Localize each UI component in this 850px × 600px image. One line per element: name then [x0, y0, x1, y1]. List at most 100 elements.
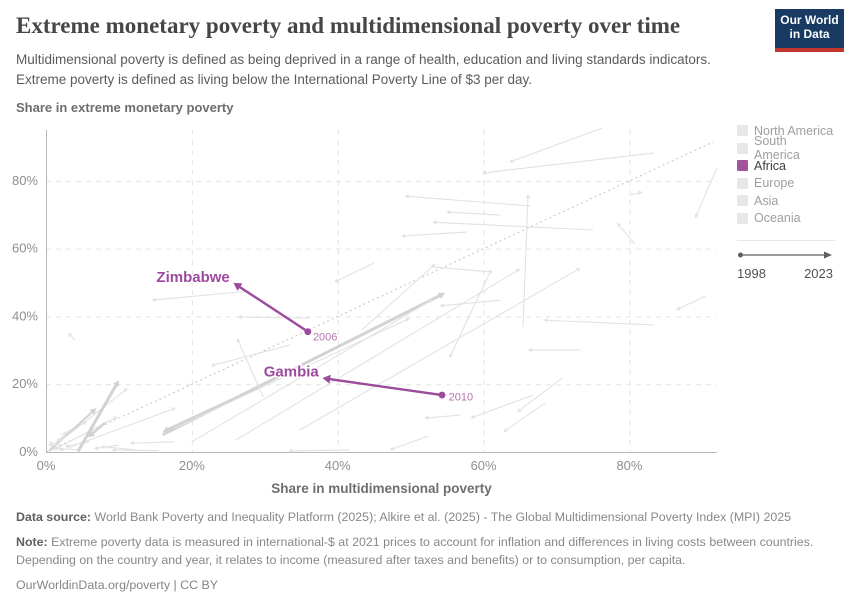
country-trajectory-arrow[interactable]	[235, 268, 521, 441]
country-trajectory-arrow[interactable]	[100, 444, 138, 451]
legend: North America South America Africa Europe As…	[737, 122, 835, 281]
legend-swatch	[737, 177, 748, 189]
x-axis-title: Share in multidimensional poverty	[271, 481, 492, 496]
footer: Data source: World Bank Poverty and Ineq…	[16, 508, 840, 600]
legend-swatch	[737, 212, 748, 224]
country-trajectory-arrow[interactable]	[630, 190, 643, 196]
legend-label: Asia	[754, 193, 779, 208]
country-trajectory-arrow[interactable]	[432, 266, 494, 274]
legend-item-south-america[interactable]: South America	[737, 134, 835, 162]
country-trajectory-arrow[interactable]	[543, 318, 654, 326]
country-trajectory-arrow[interactable]	[424, 414, 461, 421]
time-legend: 1998 2023	[737, 249, 835, 281]
x-tick-label: 60%	[471, 458, 497, 473]
data-source-label: Data source:	[16, 510, 92, 524]
country-trajectory-arrow[interactable]	[76, 380, 119, 453]
country-trajectory-arrow[interactable]	[694, 167, 718, 219]
note-label: Note:	[16, 534, 48, 549]
country-trajectory-arrow[interactable]	[111, 447, 160, 453]
y-tick-label: 60%	[12, 241, 38, 256]
legend-item-europe[interactable]: Europe	[737, 175, 835, 193]
highlight-arrow-zimbabwe[interactable]: 2006 Zimbabwe	[155, 267, 337, 344]
country-trajectory-arrow[interactable]	[617, 222, 636, 245]
year-label: 2006	[313, 331, 337, 343]
x-tick-label: 0%	[37, 458, 56, 473]
country-trajectory-arrow[interactable]	[361, 263, 436, 331]
country-trajectory-arrow[interactable]	[448, 271, 491, 359]
country-trajectory-arrow[interactable]	[482, 152, 654, 175]
country-trajectory-arrow[interactable]	[67, 407, 176, 449]
owid-logo-line1: Our World	[780, 13, 839, 27]
legend-swatch	[737, 142, 748, 154]
time-start-label: 1998	[737, 266, 766, 281]
legend-label: North America	[754, 123, 834, 138]
page-title: Extreme monetary poverty and multidimens…	[16, 13, 681, 38]
legend-label: South America	[754, 134, 800, 163]
country-trajectory-arrow[interactable]	[53, 446, 79, 451]
country-trajectory-arrow[interactable]	[151, 290, 251, 303]
country-trajectory-arrow[interactable]	[162, 386, 259, 433]
x-tick-label: 80%	[616, 458, 642, 473]
legend-swatch	[737, 160, 748, 172]
country-trajectory-arrow[interactable]	[334, 262, 375, 283]
country-trajectory-arrow[interactable]	[88, 421, 106, 438]
country-trajectory-arrow[interactable]	[470, 394, 534, 419]
country-trajectory-arrow[interactable]	[528, 347, 581, 353]
country-trajectory-arrow[interactable]	[389, 435, 429, 451]
legend-item-oceania[interactable]: Oceania	[737, 210, 835, 228]
page-subtitle: Multidimensional poverty is defined as b…	[16, 52, 711, 87]
y-tick-label: 0%	[19, 444, 38, 459]
country-trajectory-arrow[interactable]	[191, 299, 433, 443]
time-end-label: 2023	[804, 266, 833, 281]
highlight-arrow-gambia[interactable]: 2010 Gambia	[262, 362, 473, 404]
x-tick-label: 20%	[179, 458, 205, 473]
country-trajectory-arrow[interactable]	[404, 194, 531, 207]
country-trajectory-arrow[interactable]	[503, 402, 546, 433]
legend-swatch	[737, 125, 748, 137]
country-trajectory-arrow[interactable]	[509, 127, 603, 163]
time-arrow	[738, 251, 832, 259]
year-label: 2010	[449, 391, 473, 403]
country-label: Gambia	[264, 363, 320, 380]
legend-swatch	[737, 195, 748, 207]
country-trajectory-arrow[interactable]	[299, 267, 581, 431]
country-trajectory-arrow[interactable]	[522, 194, 531, 327]
data-source-line: Data source: World Bank Poverty and Ineq…	[16, 508, 840, 527]
note-text: Extreme poverty data is measured in inte…	[16, 534, 814, 568]
identity-line	[45, 141, 714, 453]
country-trajectory-arrow[interactable]	[517, 377, 563, 413]
country-label: Zimbabwe	[156, 269, 229, 286]
x-tick-label: 40%	[325, 458, 351, 473]
y-tick-label: 20%	[12, 376, 38, 391]
y-tick-label: 40%	[12, 308, 38, 323]
citation-line[interactable]: OurWorldinData.org/poverty | CC BY	[16, 577, 219, 592]
country-trajectory-arrow[interactable]	[401, 231, 467, 239]
legend-label: Europe	[754, 176, 795, 191]
country-trajectory-arrow[interactable]	[174, 317, 410, 429]
owid-logo[interactable]: Our World in Data	[775, 9, 844, 52]
legend-item-north-america[interactable]: North America	[737, 122, 835, 140]
legend-label: Oceania	[754, 211, 801, 226]
legend-label: Africa	[754, 158, 786, 173]
country-trajectory-arrow[interactable]	[432, 220, 594, 231]
start-year-dot	[438, 391, 446, 399]
country-trajectory-arrow[interactable]	[67, 333, 76, 341]
owid-logo-line2: in Data	[789, 27, 830, 41]
country-trajectory-arrow[interactable]	[236, 338, 264, 398]
country-trajectory-arrow[interactable]	[676, 295, 706, 311]
legend-item-africa[interactable]: Africa	[737, 157, 835, 175]
y-axis-title: Share in extreme monetary poverty	[16, 100, 234, 115]
data-source-text: World Bank Poverty and Inequality Platfo…	[91, 510, 792, 524]
country-trajectory-arrow[interactable]	[210, 344, 291, 368]
country-trajectory-arrow[interactable]	[237, 314, 311, 320]
legend-item-asia[interactable]: Asia	[737, 192, 835, 210]
country-trajectory-arrow[interactable]	[446, 210, 501, 216]
country-trajectory-arrow[interactable]	[52, 388, 128, 448]
country-trajectory-arrow[interactable]	[439, 299, 501, 308]
legend-items: North America South America Africa Europe As…	[737, 122, 835, 227]
start-year-dot	[304, 328, 312, 336]
legend-separator	[737, 240, 835, 241]
country-trajectory-arrow[interactable]	[129, 440, 175, 446]
